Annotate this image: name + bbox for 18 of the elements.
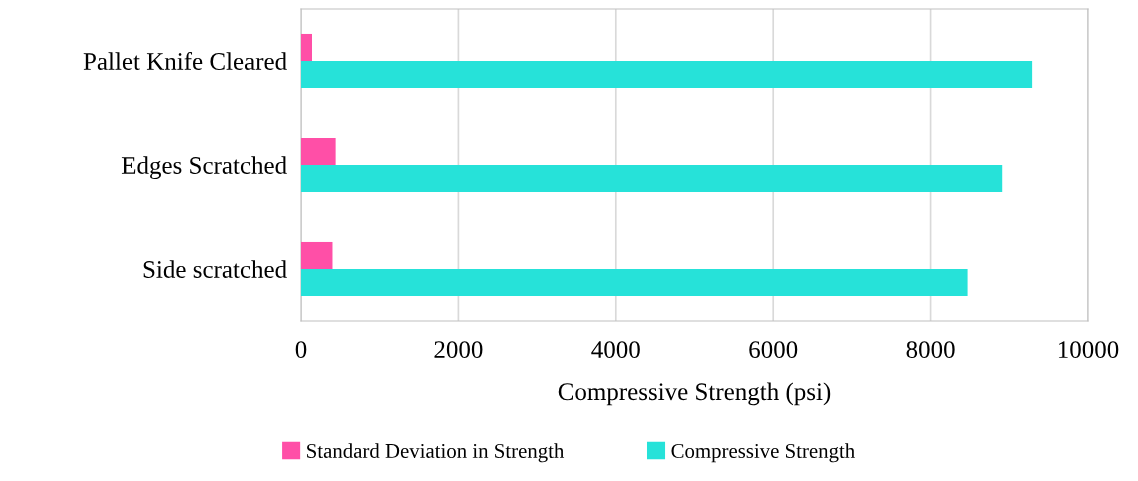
bar bbox=[301, 61, 1033, 89]
y-tick-label: Pallet Knife Cleared bbox=[83, 52, 287, 70]
x-tick-label: 0 bbox=[295, 341, 307, 359]
x-tick-label: 2000 bbox=[434, 341, 483, 359]
bar bbox=[301, 137, 336, 165]
legend-label: Standard Deviation in Strength bbox=[307, 443, 565, 463]
x-tick-label: 10000 bbox=[1058, 341, 1119, 359]
y-tick-label: Edges Scratched bbox=[121, 156, 287, 180]
x-tick-label: 6000 bbox=[749, 341, 798, 359]
x-axis-title: Compressive Strength (psi) bbox=[558, 382, 831, 406]
x-tick-label: 8000 bbox=[906, 341, 955, 359]
bar bbox=[301, 241, 333, 269]
bar bbox=[301, 165, 1003, 193]
x-tick-label: 4000 bbox=[591, 341, 640, 359]
bar bbox=[301, 269, 968, 297]
y-tick-label: Side scratched bbox=[143, 260, 287, 278]
bar bbox=[301, 33, 313, 61]
legend-label: Compressive Strength bbox=[671, 443, 855, 463]
